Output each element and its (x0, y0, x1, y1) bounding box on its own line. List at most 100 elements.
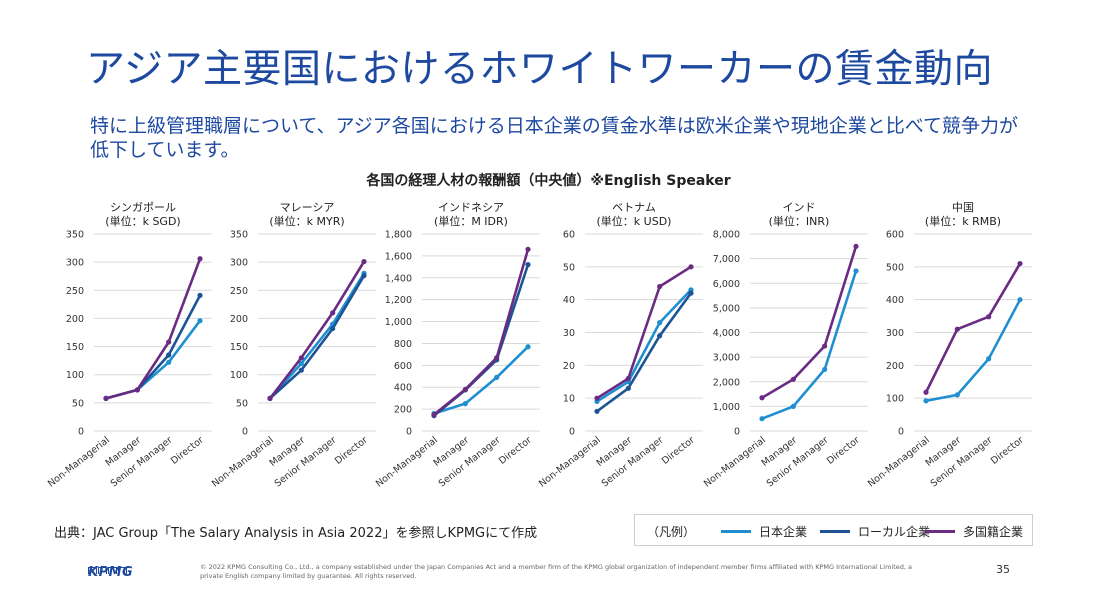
x-tick-label: Non-Managerial (210, 435, 276, 490)
y-tick-label: 100 (230, 370, 248, 381)
y-tick-label: 200 (66, 314, 84, 325)
data-point-local (625, 385, 631, 391)
legend-item-japanese: 日本企業 (721, 523, 807, 540)
data-point-local (688, 290, 694, 296)
kpmg-logo: KPMG (88, 565, 134, 580)
y-tick-label: 60 (563, 230, 575, 241)
y-tick-label: 300 (66, 258, 84, 269)
series-line-local (433, 264, 530, 417)
data-point-local (594, 408, 600, 414)
data-point-multinational (625, 375, 631, 382)
y-tick-label: 300 (886, 328, 904, 339)
series-line-multinational (924, 262, 1022, 393)
data-point-multinational (853, 243, 859, 249)
x-tick-label: Non-Managerial (537, 435, 603, 490)
data-point-local (330, 325, 336, 332)
y-tick-label: 7,000 (713, 254, 740, 265)
y-tick-label: 50 (72, 398, 84, 409)
data-point-japanese (954, 392, 960, 398)
y-tick-label: 0 (734, 427, 740, 438)
data-point-japanese (166, 359, 172, 365)
x-tick-label: Director (989, 435, 1026, 467)
legend-label-multinational: 多国籍企業 (963, 525, 1024, 539)
y-tick-label: 150 (230, 342, 248, 353)
slide-subtitle: 特に上級管理職層について、アジア各国における日本企業の賃金水準は欧米企業や現地企… (90, 115, 1018, 161)
y-tick-label: 200 (886, 361, 904, 372)
y-tick-label: 5,000 (713, 303, 740, 314)
data-point-japanese (822, 366, 828, 373)
y-tick-label: 3,000 (713, 353, 740, 364)
slide-title: アジア主要国におけるホワイトワーカーの賃金動向 (86, 47, 993, 92)
y-tick-label: 6,000 (713, 279, 740, 290)
series-line-japanese (925, 299, 1022, 403)
chart-title: マレーシア (280, 201, 335, 214)
data-point-multinational (923, 389, 929, 395)
legend-title: （凡例） (647, 525, 696, 539)
kpmg-logo-icon (88, 559, 132, 574)
y-tick-label: 400 (886, 295, 904, 306)
data-point-multinational (954, 326, 960, 332)
x-tick-label: Director (660, 435, 697, 467)
y-tick-label: 0 (78, 427, 84, 438)
data-point-japanese (298, 360, 304, 367)
x-tick-label: Non-Managerial (702, 435, 768, 490)
legend-swatch-local (820, 530, 850, 533)
data-point-local (298, 367, 304, 373)
series-line-local (596, 292, 693, 413)
page-number: 35 (996, 563, 1010, 576)
chart-unit: (単位：k USD) (597, 214, 672, 228)
y-tick-label: 200 (394, 405, 412, 416)
y-tick-label: 0 (898, 427, 904, 438)
y-tick-label: 1,200 (385, 295, 412, 306)
data-point-local (525, 262, 531, 268)
y-tick-label: 800 (394, 339, 412, 350)
y-tick-label: 1,000 (713, 402, 740, 413)
data-point-local (166, 352, 172, 358)
y-tick-label: 2,000 (713, 377, 740, 388)
chart-title: インド (783, 201, 816, 214)
chart-heading: 各国の経理人材の報酬額（中央値）※English Speaker (366, 173, 731, 189)
series-line-multinational (596, 265, 692, 400)
y-tick-label: 1,600 (385, 251, 412, 262)
data-point-multinational (594, 395, 600, 401)
data-point-multinational (431, 411, 437, 418)
y-tick-label: 500 (886, 262, 904, 273)
data-point-multinational (361, 258, 367, 265)
chart-unit: (単位：k SGD) (105, 214, 180, 228)
y-tick-label: 1,000 (385, 317, 412, 328)
data-point-japanese (525, 344, 531, 350)
x-tick-label: Director (497, 435, 534, 467)
source-note: 出典：JAC Group「The Salary Analysis in Asia… (54, 526, 538, 541)
y-tick-label: 1,800 (385, 230, 412, 241)
series-line-japanese (433, 345, 529, 415)
charts-area: シンガポール(単位：k SGD)050100150200250300350Non… (46, 201, 1032, 490)
series-line-japanese (269, 272, 366, 400)
data-point-japanese (790, 403, 796, 409)
data-point-multinational (1017, 260, 1023, 267)
data-point-multinational (494, 355, 500, 361)
data-point-multinational (103, 395, 109, 401)
legend-item-multinational: 多国籍企業 (925, 523, 1023, 540)
y-tick-label: 600 (886, 230, 904, 241)
series-line-multinational (761, 245, 858, 399)
data-point-multinational (197, 256, 203, 262)
y-tick-label: 20 (563, 361, 575, 372)
x-tick-label: Director (825, 435, 862, 467)
data-point-japanese (759, 416, 765, 422)
x-tick-label: Non-Managerial (46, 435, 112, 490)
x-tick-label: Director (169, 435, 206, 467)
series-line-local (269, 275, 366, 400)
y-tick-label: 400 (394, 383, 412, 394)
legend-item-local: ローカル企業 (820, 523, 930, 540)
data-point-multinational (267, 395, 273, 401)
series-line-japanese (105, 319, 202, 400)
data-point-multinational (298, 355, 304, 361)
data-point-multinational (759, 395, 765, 401)
legend-label-japanese: 日本企業 (759, 525, 808, 539)
data-point-multinational (525, 246, 531, 252)
y-tick-label: 150 (66, 342, 84, 353)
y-tick-label: 50 (236, 398, 248, 409)
y-tick-label: 4,000 (713, 328, 740, 339)
y-tick-label: 8,000 (713, 230, 740, 241)
data-point-multinational (166, 339, 172, 345)
